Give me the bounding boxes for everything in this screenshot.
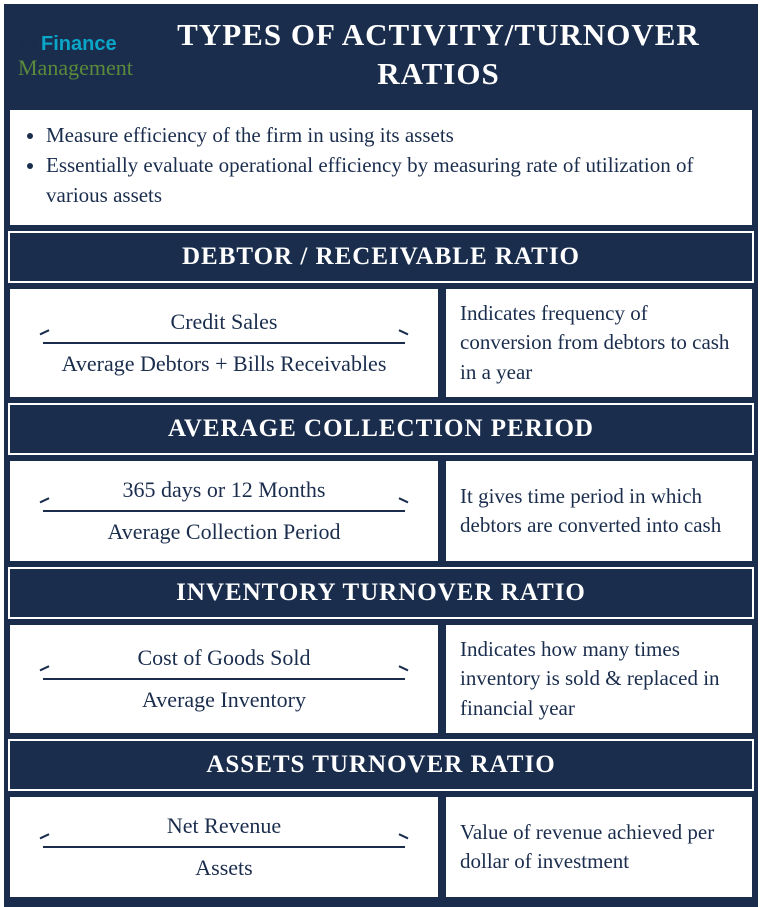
formula-numerator: Cost of Goods Sold xyxy=(138,641,311,675)
section-header: DEBTOR / RECEIVABLE RATIO xyxy=(8,231,754,283)
formula-box: Net Revenue Assets xyxy=(8,795,440,899)
formula-numerator: Net Revenue xyxy=(167,809,281,843)
description-box: It gives time period in which debtors ar… xyxy=(444,459,754,563)
section-body: 365 days or 12 Months Average Collection … xyxy=(8,459,754,563)
infographic-container: Finance Management TYPES OF ACTIVITY/TUR… xyxy=(4,4,758,907)
logo-text-finance: Finance xyxy=(41,33,117,56)
formula-denominator: Average Debtors + Bills Receivables xyxy=(62,347,387,381)
logo: Finance Management xyxy=(18,32,133,78)
formula-numerator: 365 days or 12 Months xyxy=(123,473,326,507)
logo-text-management: Management xyxy=(18,58,133,78)
section-header: AVERAGE COLLECTION PERIOD xyxy=(8,403,754,455)
fraction-line xyxy=(43,846,406,848)
section-body: Cost of Goods Sold Average Inventory Indic… xyxy=(8,623,754,735)
description-box: Value of revenue achieved per dollar of … xyxy=(444,795,754,899)
section-header: ASSETS TURNOVER RATIO xyxy=(8,739,754,791)
graduation-cap-icon xyxy=(18,32,38,58)
formula-box: Credit Sales Average Debtors + Bills Rece… xyxy=(8,287,440,399)
formula-denominator: Average Inventory xyxy=(142,683,306,717)
description-box: Indicates frequency of conversion from d… xyxy=(444,287,754,399)
formula-box: 365 days or 12 Months Average Collection … xyxy=(8,459,440,563)
section-body: Credit Sales Average Debtors + Bills Rece… xyxy=(8,287,754,399)
intro-bullet: Essentially evaluate operational efficie… xyxy=(46,150,738,211)
formula-numerator: Credit Sales xyxy=(171,305,278,339)
title-row: Finance Management TYPES OF ACTIVITY/TUR… xyxy=(8,8,754,108)
fraction-line xyxy=(43,510,406,512)
main-title: TYPES OF ACTIVITY/TURNOVER RATIOS xyxy=(133,16,744,94)
formula-denominator: Assets xyxy=(195,851,252,885)
fraction-line xyxy=(43,678,406,680)
formula-denominator: Average Collection Period xyxy=(108,515,341,549)
fraction-line xyxy=(43,342,406,344)
intro-bullet: Measure efficiency of the firm in using … xyxy=(46,120,738,150)
section-header: INVENTORY TURNOVER RATIO xyxy=(8,567,754,619)
intro-box: Measure efficiency of the firm in using … xyxy=(8,108,754,227)
formula-box: Cost of Goods Sold Average Inventory xyxy=(8,623,440,735)
description-box: Indicates how many times inventory is so… xyxy=(444,623,754,735)
section-body: Net Revenue Assets Value of revenue achiev… xyxy=(8,795,754,899)
